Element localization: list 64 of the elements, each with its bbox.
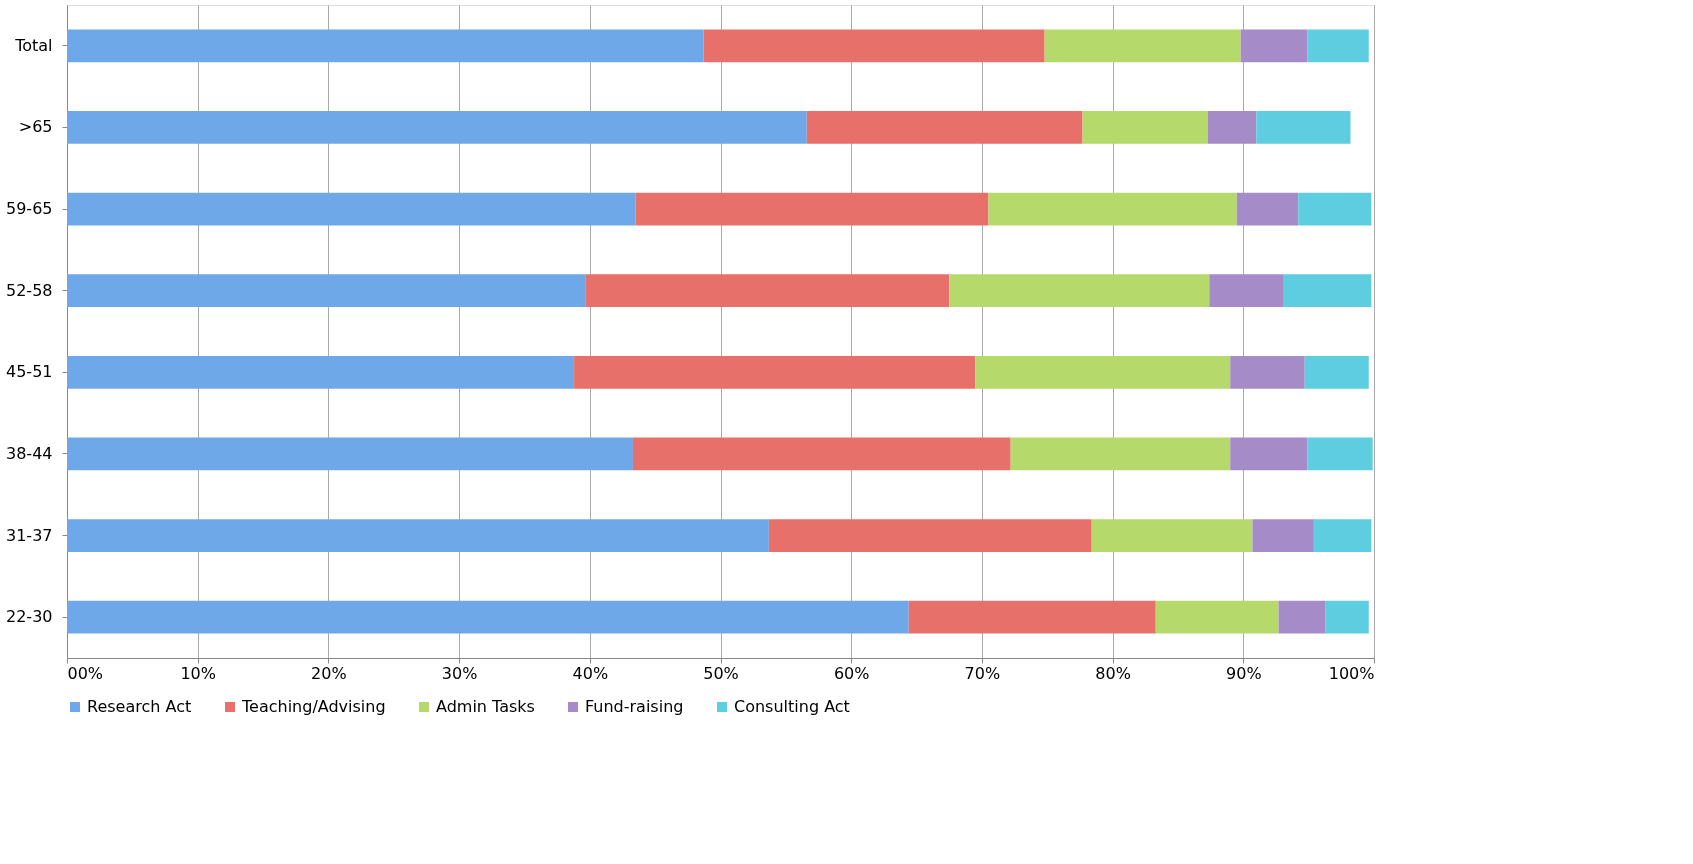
- x-tick-label: 00%: [67, 663, 104, 683]
- bar: [1091, 519, 1253, 552]
- bar: [975, 355, 1231, 389]
- bar: [703, 29, 1045, 63]
- x-tick-label: 80%: [1095, 663, 1131, 683]
- bar: [1240, 29, 1308, 63]
- bar: [1236, 192, 1299, 226]
- bar: [1313, 519, 1372, 552]
- bar: [1307, 29, 1369, 63]
- x-tick-label: 70%: [964, 663, 1001, 683]
- bar: [768, 519, 1092, 552]
- bar: [67, 437, 633, 471]
- bar: [1283, 274, 1372, 308]
- bar: [67, 29, 704, 63]
- bar: [67, 355, 575, 389]
- bar: [1298, 192, 1372, 226]
- bar: [1044, 29, 1241, 63]
- x-tick-label: 60%: [833, 663, 870, 683]
- bar: [1304, 355, 1369, 389]
- x-tick-label: 20%: [311, 663, 347, 683]
- bar: [949, 274, 1210, 308]
- y-tick-label: 38-44: [6, 443, 53, 463]
- legend-label: Consulting Act: [734, 697, 850, 716]
- bar: [1230, 437, 1308, 471]
- y-tick-label: 59-65: [6, 199, 53, 219]
- bar: [1307, 437, 1373, 471]
- bar: [1252, 519, 1314, 552]
- bar: [1256, 111, 1351, 144]
- bar: [585, 274, 950, 308]
- bar: [1278, 600, 1326, 634]
- bar: [908, 600, 1156, 634]
- bar: [1155, 600, 1279, 634]
- bar: [806, 111, 1083, 144]
- legend-label: Fund-raising: [585, 697, 684, 716]
- bar: [1230, 355, 1305, 389]
- bar: [67, 600, 909, 634]
- y-tick-label: Total: [14, 35, 53, 55]
- bar: [1325, 600, 1369, 634]
- legend-label: Admin Tasks: [436, 697, 535, 716]
- bar: [632, 437, 1011, 471]
- x-tick-label: 50%: [703, 663, 739, 683]
- bar: [67, 519, 769, 552]
- y-tick-label: 45-51: [6, 362, 53, 382]
- bar: [574, 355, 976, 389]
- x-tick-label: 10%: [180, 663, 216, 683]
- bar: [67, 274, 586, 308]
- legend-label: Research Act: [87, 697, 192, 716]
- bar: [988, 192, 1237, 226]
- bar: [1010, 437, 1231, 471]
- bar: [1208, 111, 1257, 144]
- y-tick-label: >65: [18, 117, 53, 137]
- y-tick-label: 22-30: [6, 607, 53, 627]
- bar: [67, 111, 807, 144]
- y-tick-label: 31-37: [6, 525, 53, 545]
- x-tick-label: 40%: [572, 663, 609, 683]
- bar: [1209, 274, 1284, 308]
- x-tick-label: 30%: [441, 663, 478, 683]
- x-tick-label: 90%: [1226, 663, 1262, 683]
- bar: [67, 192, 636, 226]
- legend-label: Teaching/Advising: [241, 697, 386, 716]
- y-tick-label: 52-58: [6, 280, 53, 300]
- x-tick-label: 100%: [1328, 663, 1375, 683]
- bar: [635, 192, 989, 226]
- bar: [1082, 111, 1209, 144]
